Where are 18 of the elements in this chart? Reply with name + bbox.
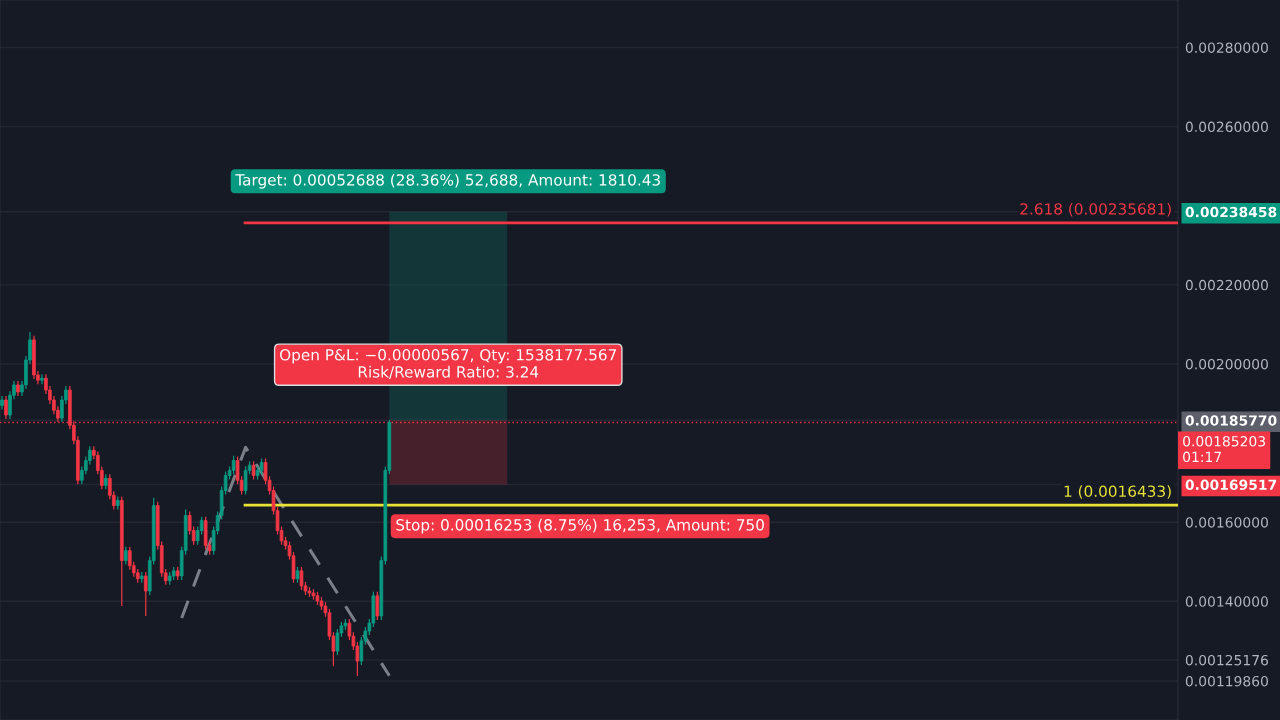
ref-line-label: 0.00185203 01:17 bbox=[1183, 436, 1265, 463]
candlestick bbox=[40, 374, 44, 385]
y-tick-label: 0.00260000 bbox=[1185, 121, 1268, 133]
annotation: Stop: 0.00016253 (8.75%) 16,253, Amount: 750 bbox=[396, 518, 764, 534]
y-tick-label: 0.00200000 bbox=[1185, 358, 1268, 370]
ref-line-label: 1 (0.0016433) bbox=[1064, 485, 1171, 499]
y-tick-label: 0.00119860 bbox=[1185, 675, 1268, 687]
y-tick-label: 0.00160000 bbox=[1185, 517, 1268, 528]
y-tick-label: 0.00280000 bbox=[1185, 42, 1268, 53]
y-tick-label: 0.00185770 bbox=[1185, 415, 1277, 426]
y-tick-label: 0.00125176 bbox=[1185, 654, 1269, 666]
y-tick-label: 0.00220000 bbox=[1185, 279, 1268, 291]
y-tick-label: 0.00169517 bbox=[1185, 479, 1277, 491]
ref-line-label: 2.618 (0.00235681) bbox=[1020, 202, 1171, 217]
y-tick-label: 0.00140000 bbox=[1185, 596, 1268, 607]
y-tick-label: 0.00238458 bbox=[1185, 206, 1277, 218]
annotation: Open P&L: −0.00000567, Qty: 1538177.567 Risk/Reward Ratio: 3.24 bbox=[280, 349, 617, 379]
annotation: Target: 0.00052688 (28.36%) 52,688, Amount: 1810.43 bbox=[235, 173, 660, 189]
